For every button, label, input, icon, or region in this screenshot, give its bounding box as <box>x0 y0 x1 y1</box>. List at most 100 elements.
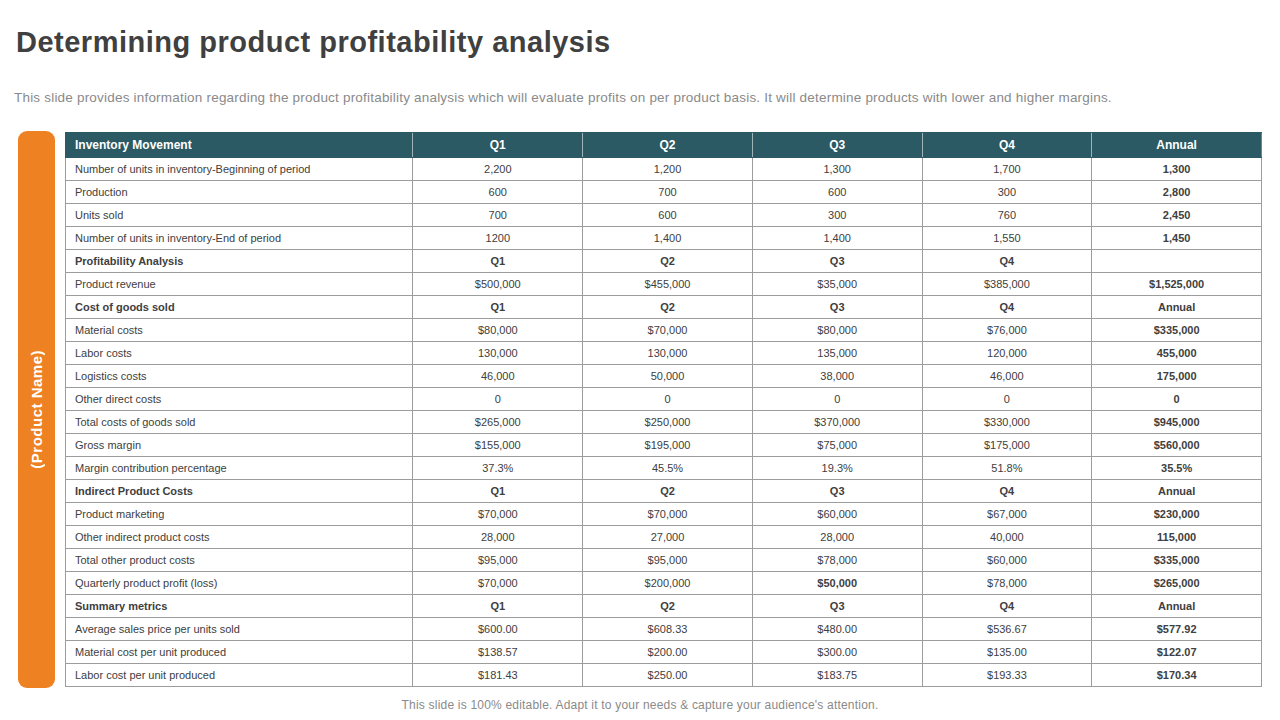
cell-value: 40,000 <box>922 526 1092 549</box>
table-row: Logistics costs46,00050,00038,00046,0001… <box>66 365 1262 388</box>
table-row: Labor costs130,000130,000135,000120,0004… <box>66 342 1262 365</box>
cell-value: 50,000 <box>583 365 753 388</box>
table-row: Total other product costs$95,000$95,000$… <box>66 549 1262 572</box>
cell-value: 1,450 <box>1092 227 1262 250</box>
row-label: Profitability Analysis <box>66 250 413 273</box>
cell-value: 0 <box>752 388 922 411</box>
cell-value: 120,000 <box>922 342 1092 365</box>
row-label: Gross margin <box>66 434 413 457</box>
row-label: Labor costs <box>66 342 413 365</box>
cell-value: 700 <box>583 181 753 204</box>
cell-value: $80,000 <box>752 319 922 342</box>
cell-value: $230,000 <box>1092 503 1262 526</box>
column-header: Q3 <box>752 133 922 158</box>
column-header: Q1 <box>413 133 583 158</box>
cell-value: $122.07 <box>1092 641 1262 664</box>
cell-value: 0 <box>1092 388 1262 411</box>
table-row: Other direct costs00000 <box>66 388 1262 411</box>
cell-value: $170.34 <box>1092 664 1262 687</box>
cell-value: $155,000 <box>413 434 583 457</box>
cell-value: $70,000 <box>413 572 583 595</box>
cell-value: 51.8% <box>922 457 1092 480</box>
cell-value: $138.57 <box>413 641 583 664</box>
cell-value: $75,000 <box>752 434 922 457</box>
cell-value: 300 <box>752 204 922 227</box>
table-row: Number of units in inventory-End of peri… <box>66 227 1262 250</box>
table-row: Product marketing$70,000$70,000$60,000$6… <box>66 503 1262 526</box>
cell-value: $78,000 <box>922 572 1092 595</box>
cell-value: $70,000 <box>583 503 753 526</box>
row-label: Product revenue <box>66 273 413 296</box>
cell-value: 28,000 <box>413 526 583 549</box>
row-label: Product marketing <box>66 503 413 526</box>
cell-value: Q4 <box>922 480 1092 503</box>
cell-value: $480.00 <box>752 618 922 641</box>
cell-value: 19.3% <box>752 457 922 480</box>
cell-value: $78,000 <box>752 549 922 572</box>
cell-value: 1,300 <box>752 158 922 181</box>
cell-value: $536.67 <box>922 618 1092 641</box>
cell-value: $265,000 <box>413 411 583 434</box>
cell-value: $1,525,000 <box>1092 273 1262 296</box>
cell-value: $35,000 <box>752 273 922 296</box>
row-label: Summary metrics <box>66 595 413 618</box>
cell-value: $560,000 <box>1092 434 1262 457</box>
cell-value: 0 <box>413 388 583 411</box>
cell-value: 1,300 <box>1092 158 1262 181</box>
cell-value: Q2 <box>583 595 753 618</box>
cell-value: Q1 <box>413 480 583 503</box>
column-header: Q4 <box>922 133 1092 158</box>
row-label: Cost of goods sold <box>66 296 413 319</box>
cell-value: 37.3% <box>413 457 583 480</box>
product-name-tab: (Product Name) <box>18 131 55 688</box>
cell-value: $250.00 <box>583 664 753 687</box>
cell-value: $330,000 <box>922 411 1092 434</box>
cell-value: $95,000 <box>583 549 753 572</box>
cell-value: 1,550 <box>922 227 1092 250</box>
cell-value: Q3 <box>752 480 922 503</box>
cell-value: Q1 <box>413 595 583 618</box>
cell-value <box>1092 250 1262 273</box>
cell-value: Q2 <box>583 296 753 319</box>
row-label: Quarterly product profit (loss) <box>66 572 413 595</box>
table-row: Number of units in inventory-Beginning o… <box>66 158 1262 181</box>
cell-value: $500,000 <box>413 273 583 296</box>
cell-value: $60,000 <box>922 549 1092 572</box>
cell-value: $193.33 <box>922 664 1092 687</box>
cell-value: $181.43 <box>413 664 583 687</box>
cell-value: 600 <box>752 181 922 204</box>
row-label: Logistics costs <box>66 365 413 388</box>
cell-value: $335,000 <box>1092 549 1262 572</box>
cell-value: Q2 <box>583 250 753 273</box>
row-label: Material cost per unit produced <box>66 641 413 664</box>
cell-value: 600 <box>413 181 583 204</box>
row-label: Total other product costs <box>66 549 413 572</box>
cell-value: 1,700 <box>922 158 1092 181</box>
table-body: Number of units in inventory-Beginning o… <box>66 158 1262 687</box>
cell-value: Q2 <box>583 480 753 503</box>
cell-value: $67,000 <box>922 503 1092 526</box>
cell-value: $200.00 <box>583 641 753 664</box>
table-row: Labor cost per unit produced$181.43$250.… <box>66 664 1262 687</box>
cell-value: $250,000 <box>583 411 753 434</box>
table-row: Quarterly product profit (loss)$70,000$2… <box>66 572 1262 595</box>
cell-value: $76,000 <box>922 319 1092 342</box>
cell-value: 2,800 <box>1092 181 1262 204</box>
cell-value: 300 <box>922 181 1092 204</box>
cell-value: Annual <box>1092 480 1262 503</box>
cell-value: Annual <box>1092 595 1262 618</box>
cell-value: 760 <box>922 204 1092 227</box>
row-label: Indirect Product Costs <box>66 480 413 503</box>
cell-value: Q3 <box>752 595 922 618</box>
row-label: Number of units in inventory-End of peri… <box>66 227 413 250</box>
table-header-row: Inventory MovementQ1Q2Q3Q4Annual <box>66 133 1262 158</box>
section-header-row: Summary metricsQ1Q2Q3Q4Annual <box>66 595 1262 618</box>
row-label: Total costs of goods sold <box>66 411 413 434</box>
cell-value: 45.5% <box>583 457 753 480</box>
row-label: Other indirect product costs <box>66 526 413 549</box>
cell-value: $135.00 <box>922 641 1092 664</box>
product-name-label: (Product Name) <box>28 350 45 469</box>
table-row: Average sales price per units sold$600.0… <box>66 618 1262 641</box>
cell-value: $175,000 <box>922 434 1092 457</box>
cell-value: 0 <box>922 388 1092 411</box>
